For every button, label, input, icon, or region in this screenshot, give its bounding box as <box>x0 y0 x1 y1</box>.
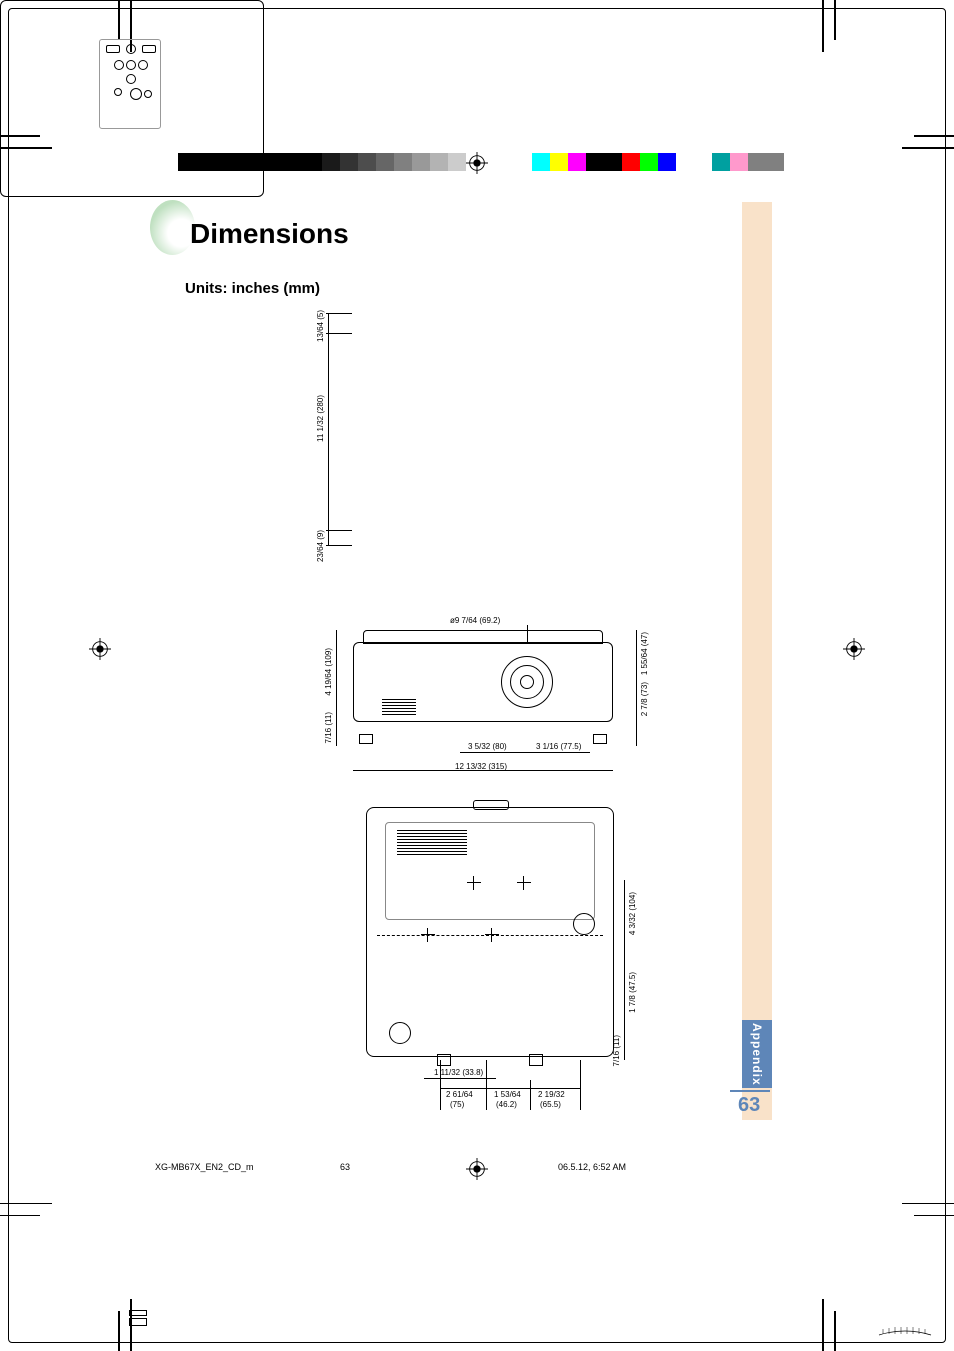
dim-bottom-small: 23/64 (9) <box>316 530 325 562</box>
dim-line <box>326 530 352 531</box>
dim-vb: 1 7/8 (47.5) <box>628 972 637 1013</box>
dim-hd1: 2 19/32 <box>538 1090 565 1099</box>
dim-line <box>636 630 637 746</box>
dim-line <box>530 1080 531 1110</box>
front-body <box>353 642 613 722</box>
dim-hc1: 1 53/64 <box>494 1090 521 1099</box>
page-number-rule <box>730 1090 770 1092</box>
dim-ha: 1 11/32 (33.8) <box>434 1068 483 1077</box>
dim-line <box>460 752 590 753</box>
dim-top-small: 13/64 (5) <box>316 310 325 342</box>
mount-point <box>467 876 481 890</box>
dim-width-total: 12 13/32 (315) <box>455 762 507 771</box>
dim-h-right-b: 1 55/64 (47) <box>640 632 649 675</box>
dim-hb2: (75) <box>450 1100 464 1109</box>
foot <box>529 1054 543 1066</box>
centerline <box>377 935 603 936</box>
dim-vc: 4 3/32 (104) <box>628 892 637 935</box>
foot <box>359 734 373 744</box>
dim-hc2: (46.2) <box>496 1100 517 1109</box>
dim-hd2: (65.5) <box>540 1100 561 1109</box>
diagram-front-view <box>353 630 613 736</box>
mount-hole <box>389 1022 411 1044</box>
dim-h-left-b: 4 19/64 (109) <box>324 648 333 696</box>
dim-line <box>326 333 352 334</box>
label-box <box>129 1318 147 1326</box>
panel <box>385 822 595 920</box>
notch <box>473 800 509 810</box>
front-grille <box>877 1324 933 1336</box>
dim-line <box>440 1060 441 1110</box>
lens <box>501 656 553 708</box>
dim-line <box>326 545 352 546</box>
dim-line <box>624 880 625 1060</box>
dim-width-a: 3 5/32 (80) <box>468 742 507 751</box>
mount-hole <box>573 913 595 935</box>
dim-line <box>486 1060 487 1110</box>
dim-h-right-a: 2 7/8 (73) <box>640 682 649 716</box>
dim-line <box>580 1060 581 1110</box>
dim-line <box>440 1088 580 1089</box>
vent <box>382 699 416 723</box>
footer-datetime: 06.5.12, 6:52 AM <box>558 1162 626 1172</box>
dim-line <box>328 313 329 545</box>
footer-filename: XG-MB67X_EN2_CD_m <box>155 1162 254 1172</box>
footer-page: 63 <box>340 1162 350 1172</box>
dim-lens-ring: ø9 7/64 (69.2) <box>450 616 500 625</box>
mount-point <box>517 876 531 890</box>
dim-line <box>336 630 337 746</box>
page-number: 63 <box>738 1094 760 1117</box>
dim-hb1: 2 61/64 <box>446 1090 473 1099</box>
diagram-top-view <box>0 0 264 197</box>
dim-va: 7/16 (11) <box>612 1035 621 1066</box>
dim-h-left-a: 7/16 (11) <box>324 712 333 743</box>
dim-depth: 11 1/32 (280) <box>316 395 325 442</box>
foot <box>593 734 607 744</box>
dim-width-b: 3 1/16 (77.5) <box>536 742 581 751</box>
diagram-bottom-view <box>366 807 614 1057</box>
dim-line <box>527 625 528 643</box>
control-panel <box>99 39 161 129</box>
section-tab: Appendix <box>742 1020 772 1088</box>
dim-line <box>326 313 352 314</box>
label-box <box>129 1310 147 1316</box>
